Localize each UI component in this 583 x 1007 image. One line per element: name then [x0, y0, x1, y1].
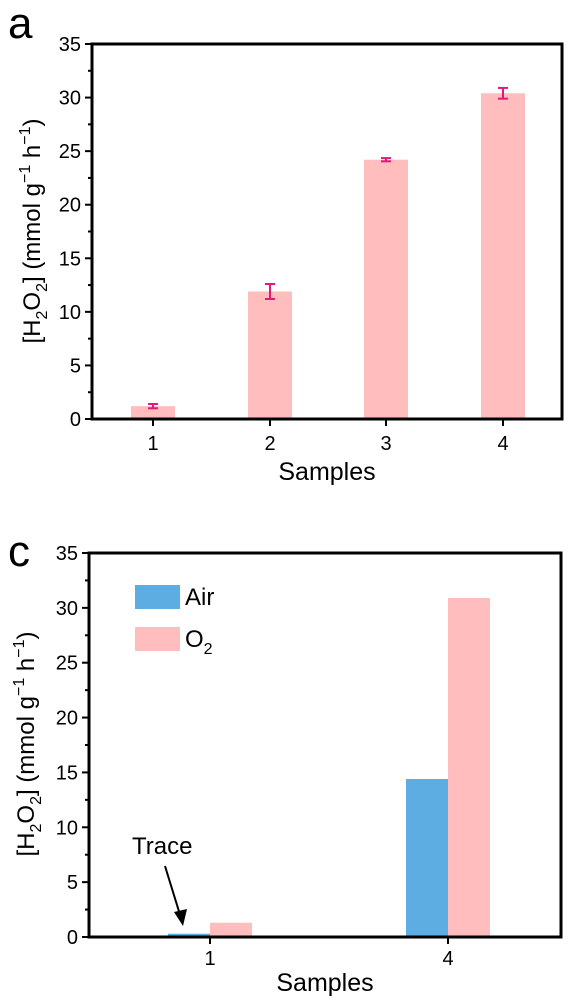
panel-a: a 0 5 10 15 20 25 30 35 1 2 3 4 Samples [H2O2] (mm… [8, 0, 564, 486]
legend-label-air: Air [185, 584, 214, 611]
bar-o2 [448, 597, 490, 937]
y-tick-label: 0 [67, 927, 78, 949]
y-tick-label: 10 [59, 302, 81, 324]
legend: Air O2 [135, 584, 214, 658]
y-tick-label: 5 [70, 355, 81, 377]
y-tick-label: 20 [59, 195, 81, 217]
y-tick-label: 25 [59, 141, 81, 163]
x-tick-label: 1 [204, 948, 215, 970]
panel-a-x-axis-title: Samples [278, 458, 375, 486]
trace-arrow [164, 865, 187, 926]
legend-label-o2: O2 [185, 626, 213, 658]
error-bar [381, 157, 391, 163]
y-tick-label: 15 [56, 762, 78, 784]
y-tick-label: 35 [56, 543, 78, 565]
bar [364, 159, 408, 419]
error-bar [498, 86, 508, 100]
panel-c-y-axis-title: [H2O2] (mmol g−1 h−1) [11, 631, 45, 856]
bar [481, 93, 525, 420]
error-bar [148, 403, 158, 410]
y-tick-label: 30 [56, 598, 78, 620]
y-tick-label: 30 [59, 88, 81, 110]
bar [248, 291, 292, 419]
y-tick-label: 10 [56, 817, 78, 839]
bar-air [168, 933, 210, 937]
legend-swatch-o2 [135, 627, 180, 651]
y-tick-label: 15 [59, 248, 81, 270]
bar-air [406, 779, 448, 937]
y-tick-label: 0 [70, 409, 81, 431]
y-tick-label: 25 [56, 653, 78, 675]
panel-a-y-axis-title: [H2O2] (mmol g−1 h−1) [17, 118, 51, 343]
panel-c-label: c [8, 527, 30, 576]
panel-a-label: a [8, 0, 33, 48]
panel-c: c 0 5 10 15 20 25 30 35 1 4 Air O2 Trace Samples… [8, 527, 563, 997]
bar [131, 406, 175, 419]
panel-c-plot-frame [87, 551, 563, 939]
x-tick-label: 4 [442, 948, 453, 970]
x-tick-label: 4 [497, 433, 508, 455]
y-tick-label: 20 [56, 708, 78, 730]
trace-annotation: Trace [132, 833, 192, 860]
panel-c-x-axis-title: Samples [276, 969, 373, 997]
bar-o2 [210, 922, 252, 937]
y-tick-label: 35 [59, 34, 81, 56]
x-tick-label: 1 [147, 433, 158, 455]
error-bar [265, 283, 275, 300]
y-tick-label: 5 [67, 872, 78, 894]
x-tick-label: 3 [380, 433, 391, 455]
x-tick-label: 2 [264, 433, 275, 455]
legend-swatch-air [135, 585, 180, 609]
